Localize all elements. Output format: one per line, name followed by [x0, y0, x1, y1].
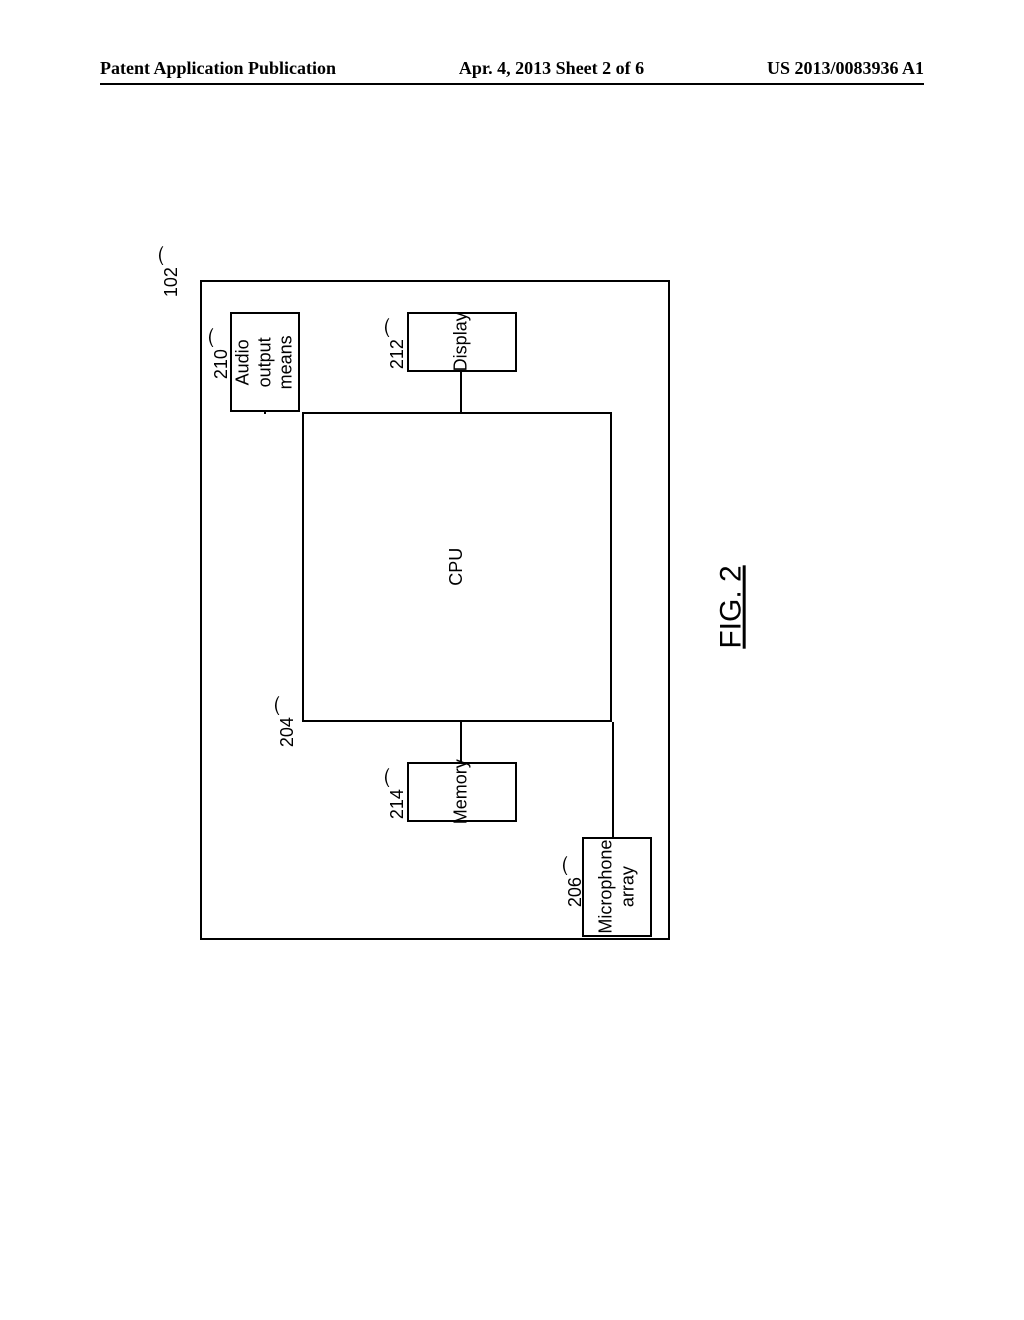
- cpu-label: CPU: [446, 548, 468, 586]
- bracket-icon: ⏜: [564, 856, 587, 875]
- header-right: US 2013/0083936 A1: [767, 58, 924, 79]
- ref-cpu: 204⏜: [276, 696, 299, 747]
- bracket-icon: ⏜: [386, 318, 409, 337]
- mic-label-wrap: Microphone array: [595, 840, 638, 934]
- cpu-block: CPU: [302, 412, 612, 722]
- bracket-icon: ⏜: [276, 696, 299, 715]
- memory-block: Memory: [407, 762, 517, 822]
- mic-label2: array: [617, 840, 639, 934]
- display-block: Display: [407, 312, 517, 372]
- system-box: CPU 204⏜ Display 212⏜ Memory 214⏜ Audio: [200, 280, 670, 940]
- ref-system: 102⏜: [160, 246, 183, 297]
- ref-audio: 210⏜: [210, 328, 233, 379]
- bracket-icon: ⏜: [160, 246, 183, 265]
- bracket-icon: ⏜: [210, 328, 233, 347]
- figure-caption: FIG. 2: [715, 565, 749, 648]
- display-label: Display: [451, 312, 473, 371]
- memory-label: Memory: [451, 759, 473, 824]
- page-header: Patent Application Publication Apr. 4, 2…: [100, 58, 924, 85]
- ref-memory: 214⏜: [386, 768, 409, 819]
- ref-mic: 206⏜: [564, 856, 587, 907]
- ref-display: 212⏜: [386, 318, 409, 369]
- audio-label-wrap: Audio output means: [233, 335, 298, 389]
- audio-block: Audio output means: [230, 312, 300, 412]
- connector-display-cpu: [460, 372, 462, 412]
- connector-mic-cpu: [612, 722, 614, 837]
- mic-label1: Microphone: [595, 840, 617, 934]
- mic-block: Microphone array: [582, 837, 652, 937]
- connector-cpu-memory: [460, 722, 462, 762]
- bracket-icon: ⏜: [386, 768, 409, 787]
- audio-label2: output: [254, 335, 276, 389]
- audio-label1: Audio: [233, 335, 255, 389]
- header-left: Patent Application Publication: [100, 58, 336, 79]
- connector-audio-cpu: [264, 410, 266, 414]
- figure-area: 102⏜ CPU 204⏜ Display 212⏜ Memory 214⏜: [200, 280, 820, 1000]
- audio-label3: means: [276, 335, 298, 389]
- header-center: Apr. 4, 2013 Sheet 2 of 6: [459, 58, 644, 79]
